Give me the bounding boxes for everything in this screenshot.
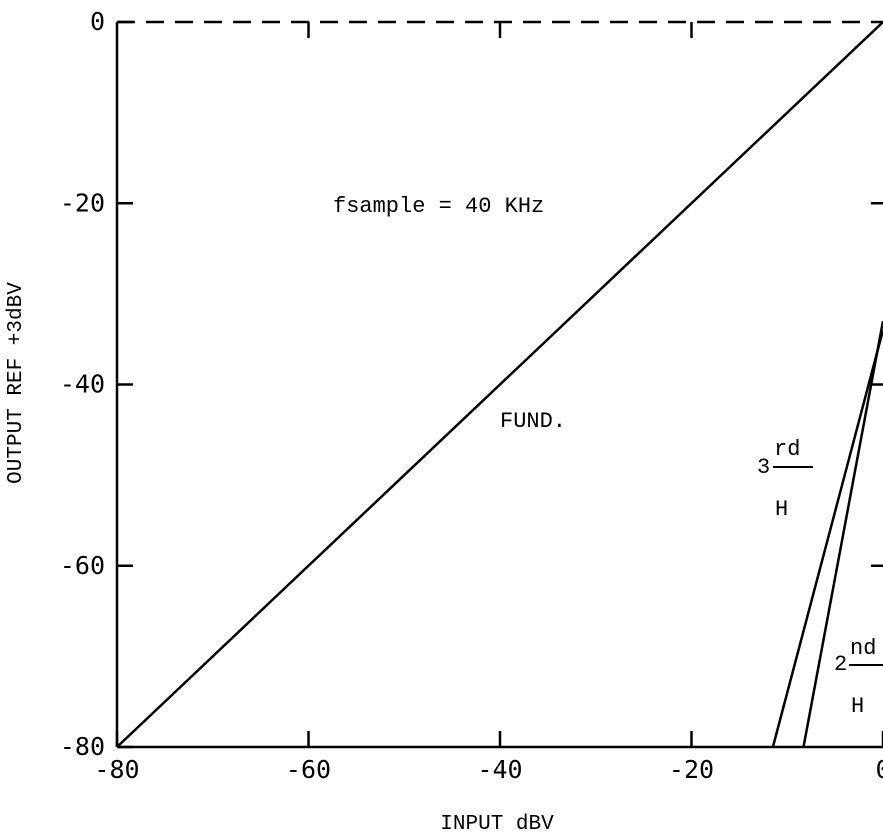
series-line-2 [802, 320, 883, 748]
series-line-0 [116, 21, 883, 748]
y-tick-label: -60 [60, 551, 105, 580]
chart-series [116, 21, 883, 748]
y-tick-label: -40 [60, 370, 105, 399]
x-tick-label: -40 [477, 755, 522, 784]
x-tick-label: -60 [286, 755, 331, 784]
y-tick-label: -80 [60, 732, 105, 761]
chart-ticks: -80 -60 -40 -20 0 0 -20 -40 -60 -80 [60, 7, 883, 784]
x-axis-title: INPUT dBV [440, 813, 554, 836]
x-tick-label: -80 [94, 755, 139, 784]
series-line-1 [771, 329, 883, 748]
x-tick-label: 0 [875, 755, 883, 784]
y-tick-label: -20 [60, 188, 105, 217]
y-tick-label: 0 [90, 7, 105, 36]
second-harmonic-h: H [851, 694, 864, 719]
y-axis-title: OUTPUT REF +3dBV [5, 282, 28, 484]
fund-annotation: FUND. [500, 409, 566, 434]
second-harmonic-number: 2 [834, 652, 847, 677]
third-harmonic-number: 3 [757, 455, 770, 480]
fsample-annotation: fsample = 40 KHz [333, 194, 544, 219]
second-harmonic-superscript: nd [850, 636, 876, 661]
x-tick-label: -20 [669, 755, 714, 784]
third-harmonic-h: H [775, 497, 788, 522]
third-harmonic-superscript: rd [774, 437, 800, 462]
